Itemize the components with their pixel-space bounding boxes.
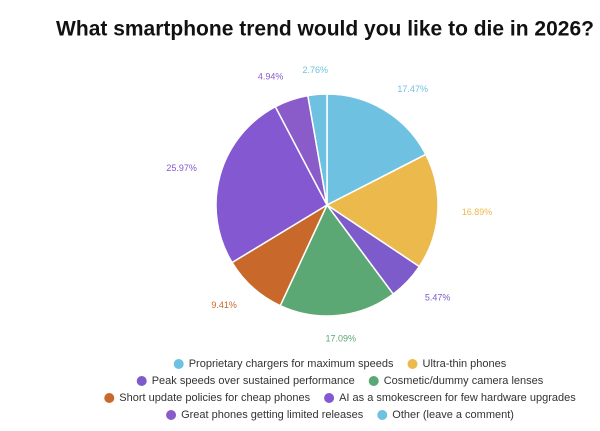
legend-row: Great phones getting limited releases Oth… [166,409,514,421]
pie-slice [325,153,439,268]
legend-label: Ultra-thin phones [423,358,507,370]
legend-marker [324,393,335,403]
legend-marker [173,359,184,369]
value-label: 16.89% [462,207,493,217]
value-label: 4.94% [258,72,284,82]
legend-label: Cosmetic/dummy camera lenses [384,375,544,387]
legend-marker [136,376,147,386]
chart-title: What smartphone trend would you like to … [56,18,594,41]
legend-label: Great phones getting limited releases [181,409,364,421]
legend-row: Short update policies for cheap phones AI… [104,392,576,404]
value-label: 9.41% [211,300,237,310]
legend-marker [377,410,388,420]
legend-marker [104,393,115,403]
legend-row: Proprietary chargers for maximum speeds U… [173,358,507,370]
value-label: 17.47% [397,84,428,94]
legend-marker [166,410,177,420]
legend-label: Other (leave a comment) [392,409,514,421]
legend-label: Short update policies for cheap phones [119,392,310,404]
legend-row: Peak speeds over sustained performance Co… [136,375,544,387]
pie-slice [326,93,427,207]
legend-marker [368,376,379,386]
value-label: 17.09% [325,334,356,344]
legend-label: AI as a smokescreen for few hardware upg… [339,392,576,404]
legend-label: Proprietary chargers for maximum speeds [189,358,394,370]
value-label: 5.47% [425,292,451,302]
value-label: 2.76% [303,65,329,75]
pie-slice [279,203,395,317]
legend-label: Peak speeds over sustained performance [152,375,355,387]
pie-slice [215,105,328,264]
value-label: 25.97% [166,163,197,173]
pie-slice [306,93,328,206]
legend-marker [407,359,418,369]
